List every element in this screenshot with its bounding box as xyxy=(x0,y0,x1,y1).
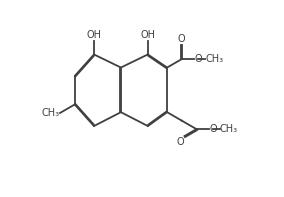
Text: CH₃: CH₃ xyxy=(41,108,59,118)
Text: OH: OH xyxy=(140,30,155,40)
Text: CH₃: CH₃ xyxy=(220,124,238,134)
Text: O: O xyxy=(176,137,184,147)
Text: O: O xyxy=(195,54,202,64)
Text: O: O xyxy=(209,124,217,134)
Text: OH: OH xyxy=(86,30,101,40)
Text: CH₃: CH₃ xyxy=(205,54,224,64)
Text: O: O xyxy=(178,34,185,45)
